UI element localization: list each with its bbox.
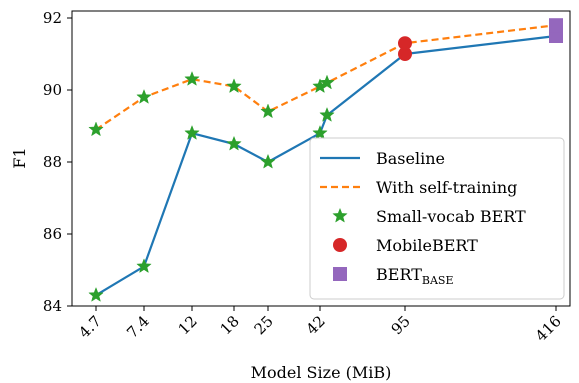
circle-marker [398,47,412,61]
star-marker [260,103,276,119]
y-tick-label: 86 [43,225,62,243]
plot-frame [71,10,571,307]
star-marker [184,71,200,86]
star-marker [184,125,200,140]
circle-marker [398,36,412,51]
star-marker [88,287,104,302]
legend-baseline-label: Baseline [376,149,445,168]
legend-mobilebert-label: MobileBERT [376,236,478,255]
legend-bert-base-subscript: BASE [422,274,454,287]
y-axis-ticks: 84 86 88 90 92 [43,9,72,315]
y-tick-label: 92 [43,9,62,27]
star-marker [226,135,242,151]
star-marker [319,74,335,90]
square-marker [549,18,563,33]
y-tick-label: 88 [43,153,62,171]
star-marker [260,153,276,169]
star-marker [312,125,328,140]
legend-mobilebert-circle-icon [333,238,347,252]
star-marker [136,89,152,104]
legend-bert-base-label: BERTBASE [376,265,453,287]
legend-small-vocab-star-icon [332,207,348,223]
star-marker [319,107,335,122]
legend-bert-base-square-icon [333,267,347,281]
y-tick-label: 90 [43,81,62,99]
legend-bert-base-name: BERT [376,265,422,284]
y-tick-label: 84 [43,297,62,315]
star-marker [226,78,242,94]
star-marker [88,121,104,137]
plot-markers [88,18,563,302]
legend: Baseline With self-training Small-vocab … [309,137,565,300]
square-marker [549,29,563,43]
legend-small-vocab-label: Small-vocab BERT [376,207,526,226]
star-marker [136,258,152,274]
x-axis-label: Model Size (MiB) [251,363,392,382]
y-axis-label: F1 [10,147,29,168]
legend-self-training-label: With self-training [376,178,517,197]
legend-box [309,137,565,300]
